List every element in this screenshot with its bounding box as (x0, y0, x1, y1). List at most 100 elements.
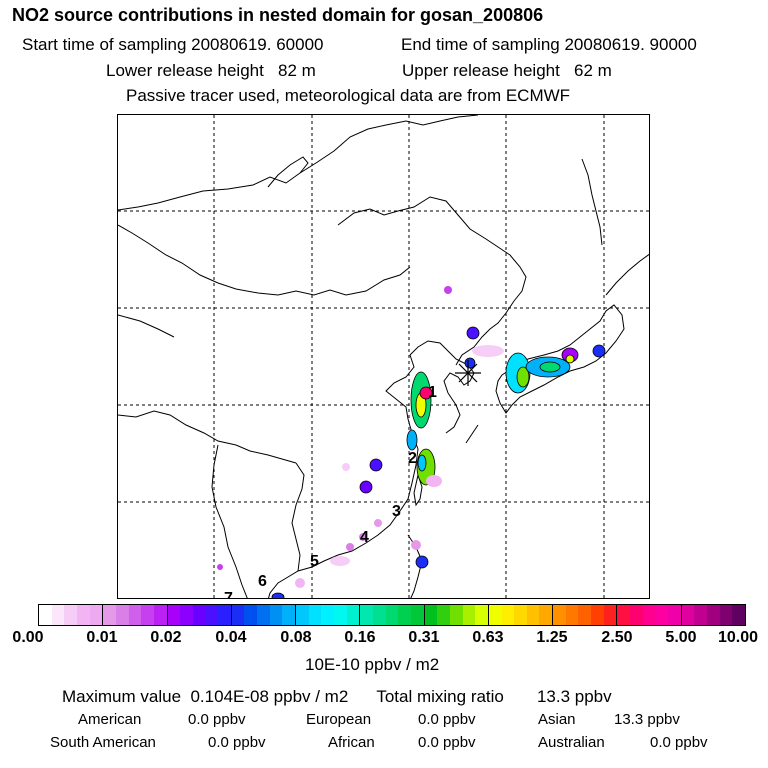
colorbar-tick-label: 10.00 (717, 629, 759, 646)
colorbar-swatch (514, 605, 527, 625)
colorbar-segment (423, 605, 488, 625)
source-label-3: 3 (392, 503, 401, 520)
korea-coast (409, 340, 475, 394)
colorbar-tick-label: 5.00 (665, 629, 697, 646)
graticule (118, 115, 649, 598)
contribution-patch (464, 357, 476, 369)
contribution-patch (472, 345, 504, 357)
colorbar-swatch (398, 605, 411, 625)
colorbar-swatch (64, 605, 77, 625)
contribution-patch (217, 564, 223, 570)
colorbar-swatch (719, 605, 733, 625)
contribution-patch (426, 475, 442, 487)
colorbar-swatch (39, 605, 52, 625)
hokkaido-coast (605, 253, 649, 296)
source-label-5: 5 (310, 553, 319, 570)
colorbar-segment (102, 605, 167, 625)
colorbar-swatch (565, 605, 579, 625)
colorbar-units: 10E-10 ppbv / m2 (305, 655, 440, 674)
colorbar-swatch (308, 605, 322, 625)
colorbar-swatch (603, 605, 617, 625)
colorbar-swatch (617, 605, 631, 625)
korea-south-coast (445, 392, 461, 434)
contribution-patch (374, 519, 382, 527)
colorbar-swatch (321, 605, 335, 625)
chart-title: NO2 source contributions in nested domai… (12, 5, 544, 25)
colorbar-tick-label: 1.25 (536, 629, 568, 646)
colorbar-segment (616, 605, 681, 625)
colorbar-swatch (655, 605, 669, 625)
colorbar-swatch (668, 605, 681, 625)
contribution-patch (369, 458, 383, 472)
end-time-label: End time of sampling 20080619. 90000 (401, 35, 697, 54)
colorbar-swatch (372, 605, 386, 625)
map-panel: 1 2 3 4 5 6 7 (117, 114, 650, 599)
upper-release-height-label: Upper release height 62 m (402, 61, 612, 80)
colorbar-swatch (578, 605, 592, 625)
ryukyu-islands (465, 424, 479, 444)
colorbar-tick-label: 0.31 (408, 629, 440, 646)
manchuria-border (337, 196, 527, 302)
contribution-patch (411, 540, 421, 550)
colorbar-swatch (89, 605, 103, 625)
colorbar-swatch (218, 605, 231, 625)
colorbar-swatch (257, 605, 270, 625)
china-east-coast-south (268, 448, 419, 598)
colorbar-swatch (51, 605, 65, 625)
contribution-field-light (217, 286, 504, 588)
coastlines (118, 115, 649, 598)
contribution-patch (417, 454, 427, 472)
colorbar-swatch (385, 605, 399, 625)
colorbar-tick-label: 0.08 (280, 629, 312, 646)
colorbar-swatch (76, 605, 90, 625)
contribution-patch (565, 354, 575, 364)
colorbar-segment (552, 605, 617, 625)
source-label-7: 7 (224, 590, 233, 599)
source-label-2: 2 (408, 450, 417, 467)
colorbar-swatch (334, 605, 347, 625)
region-australian-label: Australian (538, 734, 605, 751)
colorbar-swatch (410, 605, 424, 625)
colorbar-swatch (501, 605, 515, 625)
map-canvas: 1 2 3 4 5 6 7 (118, 115, 649, 599)
baikal-lake (267, 156, 309, 188)
contribution-patch (346, 543, 354, 551)
contribution-patch (295, 578, 305, 588)
sakhalin-coast (581, 158, 603, 246)
colorbar-segment (487, 605, 553, 625)
colorbar-swatch (681, 605, 695, 625)
colorbar-swatch (296, 605, 309, 625)
colorbar-swatch (231, 605, 245, 625)
color-scale-bar (38, 604, 746, 626)
contribution-patch (444, 286, 452, 294)
colorbar-swatch (449, 605, 463, 625)
colorbar-segment (39, 605, 103, 625)
colorbar-swatch (141, 605, 154, 625)
colorbar-swatch (424, 605, 438, 625)
contribution-patch (342, 463, 350, 471)
colorbar-swatch (706, 605, 720, 625)
colorbar-swatch (269, 605, 283, 625)
thailand-coast (211, 444, 248, 598)
maximum-value-line: Maximum value 0.104E-08 ppbv / m2 Total … (62, 687, 612, 706)
contribution-patch (592, 344, 606, 358)
colorbar-swatch (153, 605, 167, 625)
colorbar-swatch (437, 605, 450, 625)
contribution-patch (539, 361, 561, 373)
region-african-value: 0.0 ppbv (418, 734, 476, 751)
contribution-patch (359, 533, 367, 541)
colorbar-segment (230, 605, 296, 625)
region-european-value: 0.0 ppbv (418, 711, 476, 728)
contribution-patch (330, 556, 350, 566)
region-australian-value: 0.0 ppbv (650, 734, 708, 751)
region-asian-value: 13.3 ppbv (614, 711, 680, 728)
contribution-patch (516, 366, 530, 388)
colorbar-swatch (526, 605, 540, 625)
lower-release-height-label: Lower release height 82 m (106, 61, 316, 80)
region-american-value: 0.0 ppbv (188, 711, 246, 728)
colorbar-tick-label: 0.63 (472, 629, 504, 646)
region-south-american-value: 0.0 ppbv (208, 734, 266, 751)
colorbar-tick-label: 0.00 (12, 629, 44, 646)
colorbar-swatch (732, 605, 745, 625)
colorbar-swatch (642, 605, 656, 625)
